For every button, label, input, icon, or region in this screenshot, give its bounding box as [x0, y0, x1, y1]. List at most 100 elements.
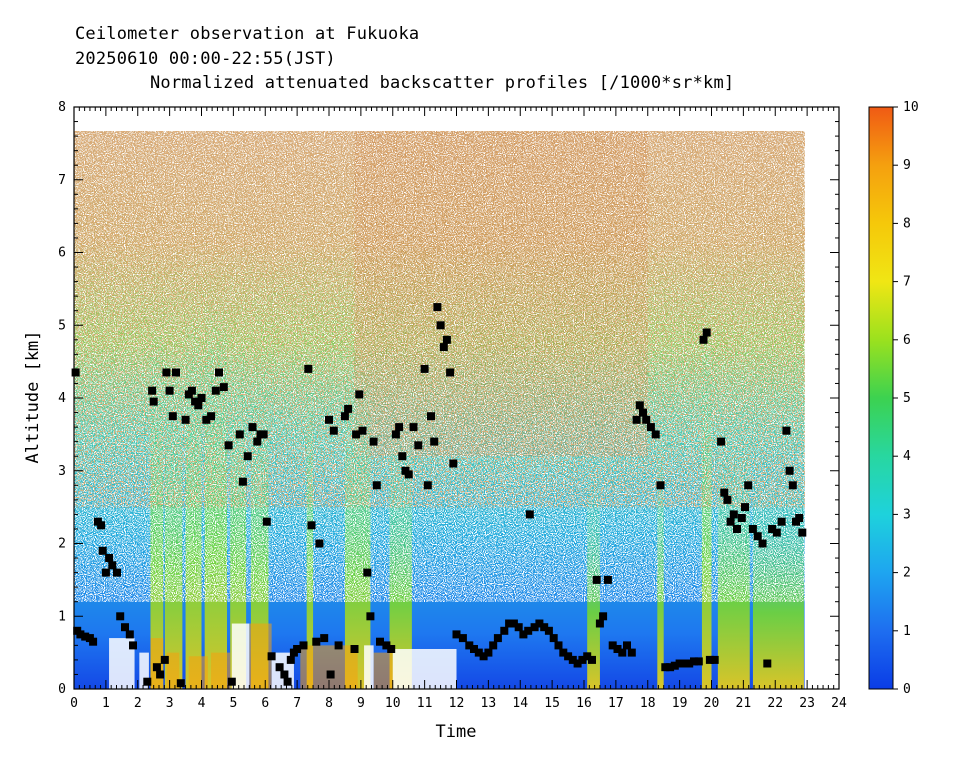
- x-tick-label: 7: [293, 696, 301, 711]
- cloud-base-point: [262, 517, 271, 526]
- cloud-base-point: [559, 648, 568, 657]
- cloud-base-point: [474, 648, 483, 657]
- cloud-base-point: [420, 364, 429, 373]
- cloud-base-point: [149, 397, 158, 406]
- cloud-base-point: [661, 663, 670, 672]
- cloud-base-point: [329, 426, 338, 435]
- field-gap-1: [139, 652, 149, 689]
- cloud-base-point: [433, 303, 442, 312]
- x-tick-label: 21: [736, 696, 752, 711]
- colorbar-tick-label: 9: [903, 158, 911, 173]
- cloud-base-point: [156, 670, 165, 679]
- cloud-base-point: [181, 415, 190, 424]
- cloud-base-point: [675, 659, 684, 668]
- cloud-base-point: [505, 619, 514, 628]
- cloud-base-point: [544, 626, 553, 635]
- cloud-base-point: [627, 648, 636, 657]
- colorbar-tick-label: 7: [903, 275, 911, 290]
- cloud-base-point: [613, 645, 622, 653]
- cloud-base-point: [215, 368, 223, 377]
- x-tick-label: 17: [608, 696, 624, 711]
- cloud-base-point: [554, 641, 563, 650]
- cloud-base-point: [423, 481, 432, 490]
- cloud-base-point: [105, 554, 114, 562]
- cloud-base-point: [733, 525, 741, 533]
- cloud-base-point: [578, 655, 587, 664]
- cloud-base-point: [623, 641, 631, 650]
- cloud-base-point: [717, 437, 726, 446]
- field-boundary-6: [373, 652, 393, 689]
- cloud-base-point: [509, 619, 518, 628]
- cloud-base-point: [710, 655, 719, 664]
- cloud-base-point: [382, 641, 391, 650]
- cloud-base-point: [325, 415, 333, 424]
- cloud-base-point: [299, 641, 308, 650]
- cloud-base-point: [573, 659, 582, 668]
- cloud-base-point: [525, 510, 534, 519]
- cloud-base-point: [235, 430, 244, 439]
- cloud-base-point: [168, 412, 177, 421]
- cloud-base-point: [795, 514, 804, 522]
- colorbar-tick-label: 0: [903, 682, 911, 697]
- cloud-base-point: [699, 335, 708, 344]
- cloud-base-point: [737, 514, 746, 522]
- cloud-base-point: [439, 343, 448, 352]
- x-tick-label: 11: [417, 696, 433, 711]
- cloud-base-point: [243, 452, 252, 461]
- cloud-base-point: [211, 386, 220, 395]
- cloud-base-point: [376, 637, 384, 646]
- cloud-base-point: [646, 423, 655, 432]
- cloud-base-point: [484, 648, 493, 657]
- cloud-base-point: [702, 328, 711, 337]
- cloud-base-point: [283, 677, 292, 686]
- cloud-base-point: [81, 632, 90, 641]
- x-tick-label: 19: [672, 696, 688, 711]
- cloud-base-point: [404, 470, 413, 479]
- colorbar-tick-label: 6: [903, 333, 911, 348]
- x-tick-label: 16: [576, 696, 592, 711]
- cloud-base-point: [366, 612, 375, 621]
- cloud-base-point: [427, 412, 435, 421]
- cloud-base-point: [729, 510, 738, 519]
- cloud-base-point: [758, 539, 767, 548]
- cloud-base-points: [71, 303, 807, 688]
- cloud-base-point: [592, 575, 601, 584]
- cloud-base-point: [720, 488, 729, 497]
- cloud-base-point: [465, 641, 474, 650]
- cloud-base-point: [259, 430, 268, 439]
- cloud-base-point: [197, 394, 206, 402]
- cloud-base-point: [635, 401, 644, 410]
- cloud-base-point: [238, 477, 247, 486]
- cloud-base-point: [307, 521, 316, 530]
- cloud-base-point: [500, 626, 509, 635]
- x-tick-label: 1: [102, 696, 110, 711]
- cloud-base-point: [98, 546, 107, 555]
- cloud-base-point: [519, 630, 528, 639]
- x-tick-label: 0: [70, 696, 78, 711]
- colorbar-tick-label: 1: [903, 624, 911, 639]
- cloud-base-point: [395, 423, 404, 432]
- cloud-base-point: [372, 481, 381, 490]
- cloud-base-point: [267, 652, 276, 661]
- cloud-base-point: [608, 641, 617, 650]
- cloud-base-point: [656, 481, 665, 490]
- cloud-base-point: [479, 652, 488, 661]
- cloud-base-point: [603, 575, 612, 584]
- cloud-base-point: [514, 623, 523, 632]
- x-tick-label: 6: [261, 696, 269, 711]
- cloud-base-point: [176, 679, 185, 688]
- colorbar-tick-label: 3: [903, 507, 911, 522]
- y-tick-label: 3: [58, 464, 66, 479]
- field-gap-2: [231, 623, 250, 689]
- chart-title-line-1: Ceilometer observation at Fukuoka: [75, 24, 420, 44]
- cloud-base-point: [207, 412, 216, 421]
- colorbar-tick-label: 2: [903, 566, 911, 581]
- cloud-base-point: [89, 637, 98, 646]
- y-tick-label: 1: [58, 609, 66, 624]
- cloud-base-point: [352, 430, 361, 439]
- cloud-base-point: [785, 466, 794, 475]
- cloud-base-point: [690, 657, 698, 666]
- cloud-base-point: [772, 528, 781, 537]
